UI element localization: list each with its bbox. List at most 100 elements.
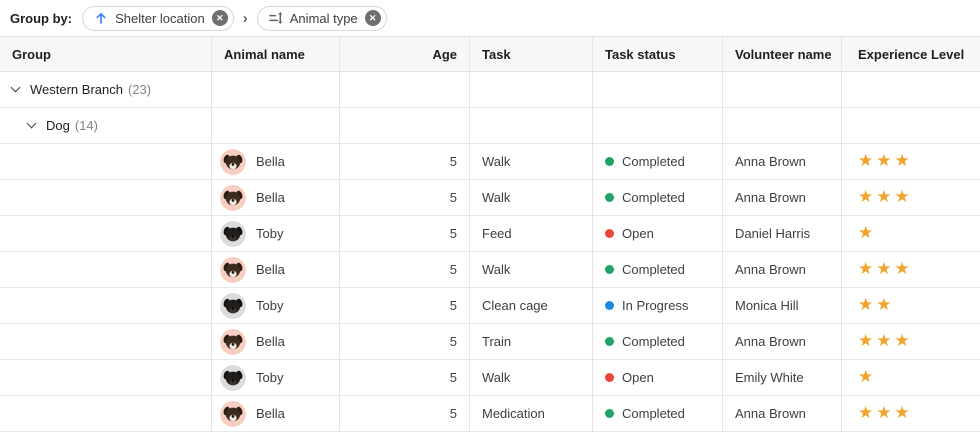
age-cell: 5	[340, 252, 470, 287]
chevron-down-icon[interactable]	[10, 82, 21, 93]
star-rating: ★	[858, 222, 877, 242]
status-text: Completed	[622, 334, 685, 349]
age-cell: 5	[340, 360, 470, 395]
animal-name-cell: Bella	[212, 144, 340, 179]
age-cell: 5	[340, 324, 470, 359]
empty-cell	[470, 72, 593, 107]
status-dot-icon	[605, 373, 614, 382]
group-cell[interactable]: Western Branch (23)	[0, 72, 212, 107]
animal-avatar	[220, 364, 246, 391]
animal-name-cell: Bella	[212, 396, 340, 431]
group-by-bar: Group by: Shelter location ✕ › Animal ty…	[0, 0, 980, 37]
status-text: Completed	[622, 262, 685, 277]
status-text: Open	[622, 370, 654, 385]
volunteer-name-cell: Emily White	[723, 360, 842, 395]
close-icon[interactable]: ✕	[364, 10, 381, 26]
group-cell-empty	[0, 360, 212, 395]
table-row: Toby 5 Clean cage In Progress Monica Hill ★★	[0, 288, 980, 324]
table-row: Bella 5 Walk Completed Anna Brown ★★★	[0, 144, 980, 180]
task-status-cell: Open	[593, 216, 723, 251]
animal-name-cell: Toby	[212, 216, 340, 251]
animal-name-cell: Toby	[212, 288, 340, 323]
animal-name: Bella	[256, 154, 285, 169]
column-header-animal-name[interactable]: Animal name	[212, 37, 340, 71]
volunteer-name-cell: Anna Brown	[723, 324, 842, 359]
task-cell: Train	[470, 324, 593, 359]
group-cell-empty	[0, 180, 212, 215]
table-row: Toby 5 Feed Open Daniel Harris ★	[0, 216, 980, 252]
experience-level-cell: ★	[842, 360, 980, 395]
group-cell-empty	[0, 396, 212, 431]
animal-avatar	[220, 400, 246, 427]
column-header-task[interactable]: Task	[470, 37, 593, 71]
volunteer-name-cell: Daniel Harris	[723, 216, 842, 251]
age-cell: 5	[340, 144, 470, 179]
column-header-experience-level[interactable]: Experience Level	[858, 46, 965, 62]
experience-level-cell: ★★★	[842, 324, 980, 359]
volunteer-name-cell: Anna Brown	[723, 144, 842, 179]
task-status-cell: Completed	[593, 252, 723, 287]
animal-name-cell: Toby	[212, 360, 340, 395]
column-header-group[interactable]: Group	[0, 37, 212, 71]
animal-name-cell: Bella	[212, 180, 340, 215]
star-rating: ★	[858, 366, 877, 386]
table-row: Toby 5 Walk Open Emily White ★	[0, 360, 980, 396]
volunteer-name-cell: Anna Brown	[723, 396, 842, 431]
empty-cell	[593, 108, 723, 143]
task-status-cell: Completed	[593, 180, 723, 215]
column-header-age[interactable]: Age	[340, 37, 470, 71]
animal-avatar	[220, 256, 246, 283]
animal-name-cell: Bella	[212, 252, 340, 287]
empty-cell	[723, 72, 842, 107]
star-rating: ★★★	[858, 402, 913, 422]
group-cell[interactable]: Dog (14)	[0, 108, 212, 143]
chip-animal-type[interactable]: Animal type ✕	[256, 5, 387, 31]
animal-name: Toby	[256, 226, 284, 241]
chevron-down-icon[interactable]	[26, 118, 37, 129]
group-label: Dog	[46, 118, 70, 133]
column-header-task-status[interactable]: Task status	[593, 37, 723, 71]
star-rating: ★★★	[858, 150, 913, 170]
status-text: Open	[622, 226, 654, 241]
age-cell: 5	[340, 180, 470, 215]
status-text: Completed	[622, 154, 685, 169]
star-rating: ★★★	[858, 258, 913, 278]
animal-name-cell: Bella	[212, 324, 340, 359]
empty-cell	[723, 108, 842, 143]
table-row: Bella 5 Walk Completed Anna Brown ★★★	[0, 252, 980, 288]
task-cell: Medication	[470, 396, 593, 431]
empty-cell	[340, 108, 470, 143]
group-cell-empty	[0, 252, 212, 287]
sort-ascending-icon	[94, 11, 108, 25]
status-dot-icon	[605, 301, 614, 310]
group-cell-empty	[0, 216, 212, 251]
experience-level-cell: ★★★	[842, 144, 980, 179]
task-cell: Clean cage	[470, 288, 593, 323]
group-cell-empty	[0, 288, 212, 323]
status-dot-icon	[605, 409, 614, 418]
volunteer-name-cell: Monica Hill	[723, 288, 842, 323]
empty-cell	[842, 72, 980, 107]
chip-label: Animal type	[289, 10, 358, 26]
status-text: Completed	[622, 190, 685, 205]
animal-name: Toby	[256, 370, 284, 385]
animal-avatar	[220, 220, 246, 247]
close-icon[interactable]: ✕	[211, 10, 228, 26]
group-row-dog: Dog (14)	[0, 108, 980, 144]
experience-level-cell: ★★★	[842, 180, 980, 215]
table-row: Bella 5 Train Completed Anna Brown ★★★	[0, 324, 980, 360]
star-rating: ★★	[858, 294, 895, 314]
table-body: Western Branch (23) Dog (14) Bella 5 Walk Compl…	[0, 72, 980, 432]
status-dot-icon	[605, 265, 614, 274]
task-cell: Feed	[470, 216, 593, 251]
experience-level-cell: ★★★	[842, 396, 980, 431]
age-cell: 5	[340, 288, 470, 323]
animal-name: Toby	[256, 298, 284, 313]
chip-shelter-location[interactable]: Shelter location ✕	[82, 5, 234, 31]
chip-separator: ›	[242, 9, 248, 27]
column-header-volunteer-name[interactable]: Volunteer name	[723, 37, 842, 71]
experience-level-cell: ★	[842, 216, 980, 251]
empty-cell	[593, 72, 723, 107]
status-dot-icon	[605, 229, 614, 238]
